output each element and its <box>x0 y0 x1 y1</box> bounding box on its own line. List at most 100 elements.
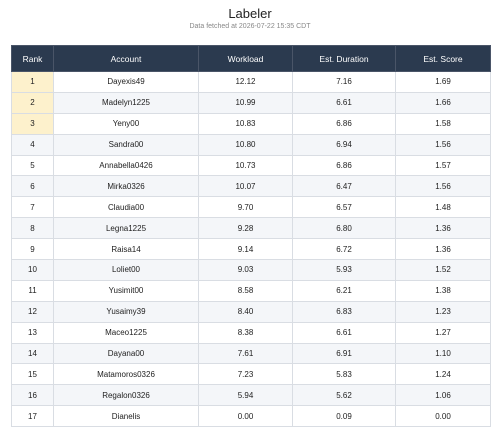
table-cell: 10.07 <box>198 175 293 198</box>
table-cell: 6.86 <box>292 112 396 135</box>
table-row: 4 Sandra00 10.80 6.94 1.56 <box>11 133 491 156</box>
table-cell: 3 <box>11 112 54 135</box>
table-cell: 6.61 <box>292 321 396 344</box>
table-cell: Loliet00 <box>53 259 199 281</box>
table-cell: 2 <box>11 91 54 114</box>
table-cell: 1.69 <box>395 71 491 93</box>
table-cell: Madelyn1225 <box>53 91 199 114</box>
table-cell: 0.09 <box>292 405 396 428</box>
table-cell: 8 <box>11 217 54 240</box>
table-cell: 10.73 <box>198 154 293 177</box>
table-cell: 9.14 <box>198 238 293 261</box>
table-cell: 6.86 <box>292 154 396 177</box>
table-cell: 1.66 <box>395 91 491 114</box>
subtitle: Data fetched at 2026-07-22 15:35 CDT <box>189 23 311 30</box>
table-cell: Regalon0326 <box>53 384 199 407</box>
table-cell: 1.06 <box>395 384 491 407</box>
table-row: 1 Dayexis49 12.12 7.16 1.69 <box>11 71 491 93</box>
table-cell: Dianelis <box>53 405 199 428</box>
title: Labeler <box>228 6 272 21</box>
table-cell: 7 <box>11 196 54 219</box>
table-row: 12 Yusaimy39 8.40 6.83 1.23 <box>11 300 491 323</box>
table-body: 1 Dayexis49 12.12 7.16 1.69 2 Madelyn1225 10.99… <box>11 71 491 428</box>
table-cell: Raisa14 <box>53 238 199 261</box>
table-cell: 1.38 <box>395 279 491 302</box>
table-cell: 1.24 <box>395 363 491 386</box>
table-cell: 1.56 <box>395 133 491 156</box>
table-cell: 9.03 <box>198 259 293 281</box>
table-cell: 14 <box>11 342 54 365</box>
column-header: Est. Duration <box>292 45 396 72</box>
table-cell: Claudia00 <box>53 196 199 219</box>
table-cell: 6.61 <box>292 91 396 114</box>
table-cell: 1.57 <box>395 154 491 177</box>
header-row: Rank Account Workload Est. Duration Est. Sco… <box>11 45 491 72</box>
table-cell: 17 <box>11 405 54 428</box>
table-cell: 4 <box>11 133 54 156</box>
table-cell: 8.58 <box>198 279 293 302</box>
table-cell: 10.99 <box>198 91 293 114</box>
table-cell: 6.91 <box>292 342 396 365</box>
table-cell: 8.38 <box>198 321 293 344</box>
table-cell: 6.72 <box>292 238 396 261</box>
table-row: 11 Yusimit00 8.58 6.21 1.38 <box>11 279 491 302</box>
table-row: 6 Mirka0326 10.07 6.47 1.56 <box>11 175 491 198</box>
table-cell: 6.21 <box>292 279 396 302</box>
table-cell: 6.47 <box>292 175 396 198</box>
table-cell: 1.23 <box>395 300 491 323</box>
table-cell: 9 <box>11 238 54 261</box>
table-row: 8 Legna1225 9.28 6.80 1.36 <box>11 217 491 240</box>
table-row: 15 Matamoros0326 7.23 5.83 1.24 <box>11 363 491 386</box>
table-cell: 1 <box>11 71 54 93</box>
table-cell: 11 <box>11 279 54 302</box>
table-row: 3 Yeny00 10.83 6.86 1.58 <box>11 112 491 135</box>
table-cell: 5.62 <box>292 384 396 407</box>
table-row: 9 Raisa14 9.14 6.72 1.36 <box>11 238 491 261</box>
table-cell: Legna1225 <box>53 217 199 240</box>
table-cell: 12.12 <box>198 71 293 93</box>
table-cell: 6.83 <box>292 300 396 323</box>
table-cell: 10 <box>11 259 54 281</box>
table-cell: 0.00 <box>395 405 491 428</box>
table-cell: 1.36 <box>395 217 491 240</box>
table-cell: 6 <box>11 175 54 198</box>
table-cell: 1.56 <box>395 175 491 198</box>
table-cell: Sandra00 <box>53 133 199 156</box>
table-row: 2 Madelyn1225 10.99 6.61 1.66 <box>11 91 491 114</box>
table-cell: 5 <box>11 154 54 177</box>
table-cell: 0.00 <box>198 405 293 428</box>
table-cell: 6.80 <box>292 217 396 240</box>
column-header: Workload <box>198 45 293 72</box>
table-cell: 6.94 <box>292 133 396 156</box>
table-cell: 1.52 <box>395 259 491 281</box>
table-cell: 10.80 <box>198 133 293 156</box>
table-cell: 1.36 <box>395 238 491 261</box>
column-header: Account <box>53 45 199 72</box>
table-cell: Yeny00 <box>53 112 199 135</box>
table-cell: 1.48 <box>395 196 491 219</box>
table-cell: Dayexis49 <box>53 71 199 93</box>
table-row: 13 Maceo1225 8.38 6.61 1.27 <box>11 321 491 344</box>
table-cell: 7.61 <box>198 342 293 365</box>
table-cell: 5.93 <box>292 259 396 281</box>
column-header: Rank <box>11 45 54 72</box>
table-cell: 6.57 <box>292 196 396 219</box>
table-cell: 7.16 <box>292 71 396 93</box>
table-row: 5 Annabella0426 10.73 6.86 1.57 <box>11 154 491 177</box>
table-cell: 1.27 <box>395 321 491 344</box>
table-cell: 7.23 <box>198 363 293 386</box>
table-row: 14 Dayana00 7.61 6.91 1.10 <box>11 342 491 365</box>
table-cell: Maceo1225 <box>53 321 199 344</box>
table-cell: Mirka0326 <box>53 175 199 198</box>
table-cell: 16 <box>11 384 54 407</box>
table-cell: Yusaimy39 <box>53 300 199 323</box>
table-cell: 13 <box>11 321 54 344</box>
table-cell: 1.58 <box>395 112 491 135</box>
table-row: 7 Claudia00 9.70 6.57 1.48 <box>11 196 491 219</box>
table-cell: 5.94 <box>198 384 293 407</box>
table-row: 17 Dianelis 0.00 0.09 0.00 <box>11 405 491 428</box>
table-cell: Matamoros0326 <box>53 363 199 386</box>
column-header: Est. Score <box>395 45 491 72</box>
table-cell: 8.40 <box>198 300 293 323</box>
